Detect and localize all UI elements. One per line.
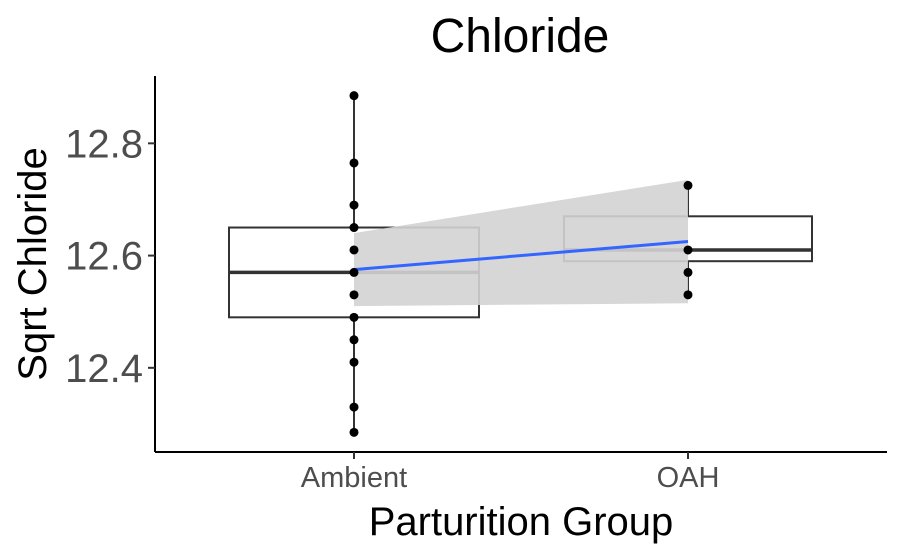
data-point-oah — [683, 290, 693, 300]
y-tick-label: 12.6 — [65, 235, 143, 279]
data-point-ambient — [349, 200, 359, 210]
axis-ticks: 12.4 12.6 12.8 Ambient OAH — [65, 122, 719, 494]
data-point-oah — [683, 267, 693, 277]
data-point-ambient — [349, 427, 359, 437]
x-tick-label: OAH — [657, 462, 720, 494]
data-point-oah — [683, 180, 693, 190]
data-point-ambient — [349, 335, 359, 345]
data-point-ambient — [349, 223, 359, 233]
y-tick-label: 12.8 — [65, 122, 143, 166]
data-point-oah — [683, 245, 693, 255]
data-point-ambient — [349, 267, 359, 277]
data-point-ambient — [349, 402, 359, 412]
data-point-ambient — [349, 158, 359, 168]
data-point-ambient — [349, 290, 359, 300]
plot-area — [228, 91, 813, 437]
data-point-ambient — [349, 357, 359, 367]
data-point-ambient — [349, 91, 359, 101]
data-point-ambient — [349, 245, 359, 255]
data-point-ambient — [349, 312, 359, 322]
trend-line — [353, 240, 689, 272]
y-tick-label: 12.4 — [65, 347, 143, 391]
chart-title: Chloride — [431, 10, 610, 63]
x-tick-label: Ambient — [301, 462, 407, 494]
y-axis-title: Sqrt Chloride — [11, 147, 55, 380]
x-axis-title: Parturition Group — [369, 500, 674, 544]
confidence-band — [354, 179, 688, 307]
